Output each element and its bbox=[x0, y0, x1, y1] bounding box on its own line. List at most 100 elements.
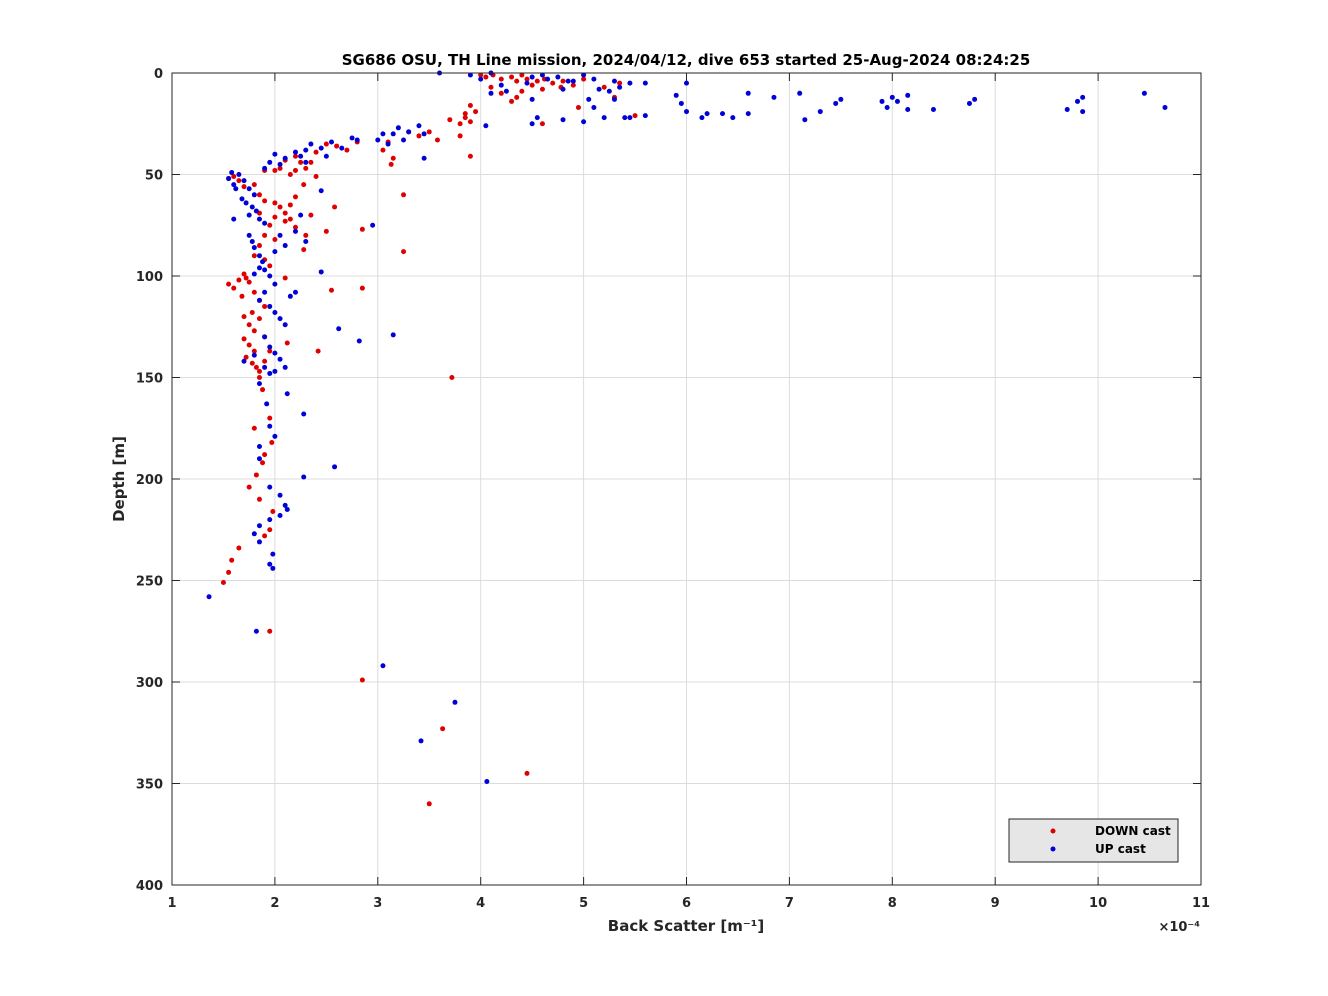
data-point bbox=[262, 198, 268, 204]
data-point bbox=[267, 273, 273, 279]
data-point bbox=[334, 143, 340, 149]
data-point bbox=[264, 401, 270, 407]
data-point bbox=[591, 105, 597, 111]
data-point bbox=[380, 131, 386, 137]
data-point bbox=[622, 115, 628, 121]
data-point bbox=[581, 76, 587, 82]
data-point bbox=[251, 271, 257, 277]
data-point bbox=[241, 358, 247, 364]
data-point bbox=[483, 74, 489, 80]
data-point bbox=[239, 293, 245, 299]
data-point bbox=[308, 212, 314, 218]
data-point bbox=[272, 151, 278, 157]
data-point bbox=[303, 147, 309, 153]
data-point bbox=[231, 216, 237, 222]
data-point bbox=[328, 139, 334, 145]
data-point bbox=[303, 238, 309, 244]
data-point bbox=[241, 178, 247, 184]
data-point bbox=[256, 216, 262, 222]
x-tick-label: 9 bbox=[991, 896, 1000, 911]
data-point bbox=[256, 253, 262, 259]
data-point bbox=[519, 72, 525, 78]
data-point bbox=[478, 76, 484, 82]
data-point bbox=[509, 98, 515, 104]
data-point bbox=[241, 314, 247, 320]
data-point bbox=[406, 129, 412, 135]
data-point bbox=[272, 368, 278, 374]
data-point bbox=[267, 527, 273, 533]
data-point bbox=[488, 90, 494, 96]
data-point bbox=[1162, 105, 1168, 111]
data-point bbox=[586, 96, 592, 102]
data-point bbox=[272, 249, 278, 255]
data-point bbox=[534, 78, 540, 84]
data-point bbox=[462, 111, 468, 117]
data-point bbox=[267, 561, 273, 567]
data-point bbox=[301, 247, 307, 253]
data-point bbox=[231, 182, 237, 188]
data-point bbox=[380, 663, 386, 669]
data-point bbox=[229, 169, 235, 175]
data-point bbox=[303, 165, 309, 171]
legend-marker-up bbox=[1050, 846, 1056, 852]
data-point bbox=[560, 78, 566, 84]
data-point bbox=[318, 188, 324, 194]
data-point bbox=[277, 492, 283, 498]
data-point bbox=[272, 350, 278, 356]
data-point bbox=[591, 76, 597, 82]
data-point bbox=[241, 271, 247, 277]
data-point bbox=[323, 228, 329, 234]
data-point bbox=[298, 212, 304, 218]
data-point bbox=[498, 90, 504, 96]
data-point bbox=[745, 90, 751, 96]
data-point bbox=[434, 137, 440, 143]
data-point bbox=[231, 285, 237, 291]
data-point bbox=[539, 86, 545, 92]
data-point bbox=[246, 279, 252, 285]
data-point bbox=[771, 94, 777, 100]
data-point bbox=[241, 184, 247, 190]
data-point bbox=[421, 131, 427, 137]
data-point bbox=[282, 243, 288, 249]
data-point bbox=[467, 119, 473, 125]
data-point bbox=[390, 155, 396, 161]
data-point bbox=[270, 551, 276, 557]
data-point bbox=[253, 208, 259, 214]
data-point bbox=[256, 265, 262, 271]
data-point bbox=[385, 141, 391, 147]
data-point bbox=[251, 348, 257, 354]
data-point bbox=[884, 105, 890, 111]
data-point bbox=[529, 121, 535, 127]
data-point bbox=[262, 267, 268, 273]
x-tick-label: 10 bbox=[1089, 896, 1107, 911]
data-point bbox=[292, 153, 298, 159]
data-point bbox=[277, 356, 283, 362]
data-point bbox=[282, 322, 288, 328]
data-point bbox=[251, 253, 257, 259]
data-point bbox=[627, 80, 633, 86]
data-point bbox=[256, 456, 262, 462]
data-point bbox=[684, 109, 689, 115]
data-point bbox=[262, 232, 268, 238]
data-point bbox=[251, 531, 257, 537]
data-point bbox=[243, 275, 249, 281]
data-point bbox=[251, 245, 257, 251]
data-point bbox=[328, 287, 334, 293]
data-point bbox=[550, 80, 556, 86]
data-point bbox=[797, 90, 803, 96]
data-point bbox=[894, 98, 900, 104]
data-point bbox=[581, 72, 587, 78]
data-point bbox=[249, 360, 255, 366]
x-tick-label: 6 bbox=[682, 896, 691, 911]
data-point bbox=[632, 113, 638, 119]
data-point bbox=[256, 496, 262, 502]
data-point bbox=[930, 107, 936, 113]
x-tick-labels: 1 2 3 4 5 6 7 8 9 10 11 bbox=[167, 896, 1210, 911]
data-point bbox=[262, 364, 268, 370]
data-point bbox=[457, 133, 463, 139]
data-point bbox=[260, 460, 266, 466]
legend-label-down: DOWN cast bbox=[1095, 824, 1171, 838]
data-point bbox=[514, 94, 520, 100]
data-point bbox=[277, 165, 283, 171]
data-point bbox=[524, 770, 530, 776]
